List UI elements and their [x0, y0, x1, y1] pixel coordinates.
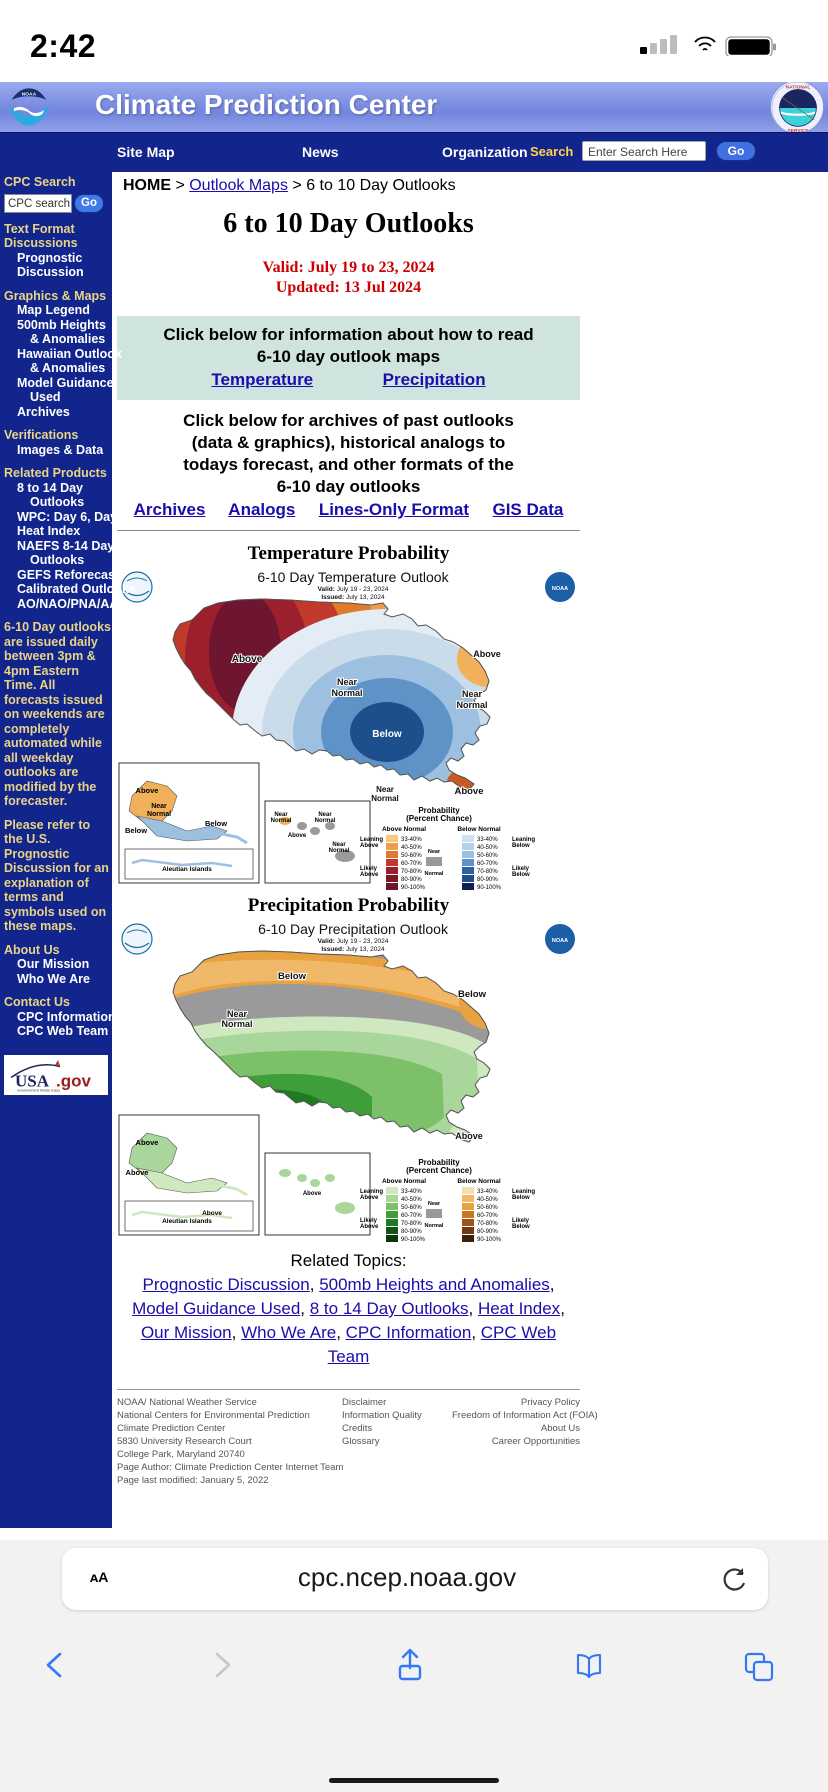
svg-text:Near: Near	[227, 1009, 248, 1019]
svg-text:Normal: Normal	[221, 1019, 252, 1029]
svg-text:Normal: Normal	[315, 818, 336, 824]
svg-text:Aleutian Islands: Aleutian Islands	[162, 866, 212, 873]
svg-text:33-40%: 33-40%	[401, 1189, 422, 1195]
svg-text:80-90%: 80-90%	[477, 1229, 498, 1235]
svg-text:Above: Above	[454, 786, 483, 797]
svg-text:Below: Below	[125, 826, 147, 835]
svg-text:60-70%: 60-70%	[477, 1213, 498, 1219]
svg-text:60-70%: 60-70%	[477, 861, 498, 867]
svg-text:Above: Above	[360, 1224, 379, 1230]
svg-text:Near: Near	[428, 849, 441, 855]
svg-text:Normal: Normal	[425, 1223, 444, 1229]
svg-text:70-80%: 70-80%	[477, 1221, 498, 1227]
svg-text:Below Normal: Below Normal	[457, 826, 501, 833]
svg-text:Above: Above	[267, 1101, 298, 1112]
svg-text:33-40%: 33-40%	[401, 837, 422, 843]
svg-text:Below: Below	[512, 872, 530, 878]
svg-text:(Percent Chance): (Percent Chance)	[406, 1166, 472, 1175]
svg-text:50-60%: 50-60%	[477, 853, 498, 859]
svg-text:NOAA: NOAA	[552, 938, 568, 944]
svg-text:Above: Above	[360, 1195, 379, 1201]
svg-text:Above: Above	[288, 833, 307, 839]
svg-text:70-80%: 70-80%	[401, 1221, 422, 1227]
svg-text:80-90%: 80-90%	[477, 877, 498, 883]
svg-text:Near: Near	[462, 689, 483, 699]
svg-text:NATIONAL: NATIONAL	[786, 85, 811, 91]
svg-text:Below: Below	[512, 843, 530, 849]
svg-text:Valid: July 19 - 23, 2024: Valid: July 19 - 23, 2024	[318, 938, 389, 945]
svg-text:40-50%: 40-50%	[401, 845, 422, 851]
svg-text:6-10 Day Precipitation Outlook: 6-10 Day Precipitation Outlook	[258, 923, 449, 937]
svg-text:Normal: Normal	[456, 700, 487, 710]
svg-text:Near: Near	[337, 677, 358, 687]
svg-text:Below: Below	[372, 729, 402, 740]
svg-text:Above: Above	[202, 1210, 222, 1217]
svg-text:Above: Above	[126, 1168, 149, 1177]
svg-text:Below Normal: Below Normal	[457, 1178, 501, 1185]
svg-text:90-100%: 90-100%	[401, 885, 426, 891]
svg-text:Above: Above	[136, 786, 159, 795]
svg-text:40-50%: 40-50%	[477, 1197, 498, 1203]
svg-text:Above: Above	[455, 1131, 483, 1141]
svg-text:Above: Above	[360, 872, 379, 878]
svg-text:60-70%: 60-70%	[401, 861, 422, 867]
svg-text:Government Made Easy: Government Made Easy	[17, 1087, 60, 1092]
svg-text:50-60%: 50-60%	[401, 853, 422, 859]
svg-text:Near: Near	[376, 785, 394, 794]
svg-text:Aleutian Islands: Aleutian Islands	[162, 1218, 212, 1225]
svg-text:Above: Above	[303, 1191, 322, 1197]
svg-text:Above: Above	[360, 843, 379, 849]
svg-text:50-60%: 50-60%	[401, 1205, 422, 1211]
svg-text:Normal: Normal	[329, 848, 350, 854]
svg-text:Above Normal: Above Normal	[382, 1178, 426, 1185]
svg-text:Above: Above	[136, 1138, 159, 1147]
svg-text:Above Normal: Above Normal	[382, 826, 426, 833]
svg-text:40-50%: 40-50%	[477, 845, 498, 851]
svg-text:Above: Above	[473, 649, 501, 659]
svg-text:40-50%: 40-50%	[401, 1197, 422, 1203]
svg-text:NOAA: NOAA	[552, 586, 568, 592]
svg-text:Normal: Normal	[425, 871, 444, 877]
svg-text:Near: Near	[428, 1201, 441, 1207]
svg-text:(Percent Chance): (Percent Chance)	[406, 814, 472, 823]
svg-text:90-100%: 90-100%	[477, 1237, 502, 1243]
svg-text:80-90%: 80-90%	[401, 877, 422, 883]
svg-text:90-100%: 90-100%	[477, 885, 502, 891]
svg-text:Near: Near	[151, 803, 167, 810]
svg-text:Above: Above	[232, 654, 263, 665]
svg-text:Below: Below	[458, 989, 487, 1000]
svg-text:Normal: Normal	[271, 818, 292, 824]
svg-text:Normal: Normal	[331, 688, 362, 698]
svg-text:33-40%: 33-40%	[477, 837, 498, 843]
svg-text:Issued: July 13, 2024: Issued: July 13, 2024	[321, 594, 385, 601]
svg-text:70-80%: 70-80%	[401, 869, 422, 875]
svg-text:Normal: Normal	[371, 794, 399, 803]
svg-text:70-80%: 70-80%	[477, 869, 498, 875]
svg-text:90-100%: 90-100%	[401, 1237, 426, 1243]
svg-text:Below: Below	[512, 1224, 530, 1230]
svg-text:80-90%: 80-90%	[401, 1229, 422, 1235]
svg-text:50-60%: 50-60%	[477, 1205, 498, 1211]
svg-text:Normal: Normal	[147, 811, 171, 818]
svg-text:33-40%: 33-40%	[477, 1189, 498, 1195]
svg-text:Below: Below	[512, 1195, 530, 1201]
svg-text:.gov: .gov	[56, 1071, 91, 1090]
svg-text:NOAA: NOAA	[22, 92, 37, 97]
svg-text:Valid: July 19 - 23, 2024: Valid: July 19 - 23, 2024	[318, 586, 389, 593]
svg-text:Issued: July 13, 2024: Issued: July 13, 2024	[321, 946, 385, 953]
svg-text:Below: Below	[278, 971, 307, 982]
svg-text:6-10 Day Temperature Outlook: 6-10 Day Temperature Outlook	[257, 571, 449, 585]
svg-text:60-70%: 60-70%	[401, 1213, 422, 1219]
svg-text:Below: Below	[205, 819, 227, 828]
